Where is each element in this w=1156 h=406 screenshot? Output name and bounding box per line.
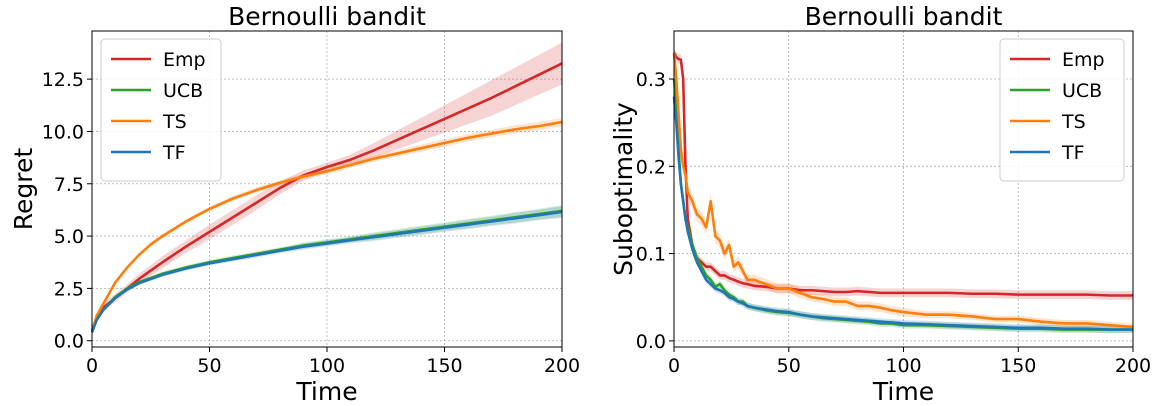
series-line-tf [90,210,563,333]
y-tick-label: 5.0 [54,226,84,248]
series-band-emp [92,42,562,334]
x-tick-label: 200 [544,355,580,377]
chart-title: Bernoulli bandit [228,2,426,31]
legend-label-ucb: UCB [163,80,203,102]
regret-panel: 0 50 100 150 200 0.0 2.5 5.0 7.5 10.0 12.5 Bernoull… [9,2,580,406]
legend-label-ts: TS [1061,111,1086,133]
suboptimality-panel: 0 50 100 150 200 0.0 0.1 0.2 0.3 Bernoulli bandit… [609,2,1151,406]
chart-title: Bernoulli bandit [805,2,1003,31]
y-tick-label: 10.0 [42,121,84,143]
x-tick-label: 150 [1000,355,1036,377]
legend-label-tf: TF [162,142,186,164]
x-tick-label: 50 [777,355,801,377]
series-band-tf [92,206,562,334]
y-axis-label: Suboptimality [609,102,638,276]
series-line-ts [90,120,563,333]
legend-label-emp: Emp [163,49,206,71]
x-tick-label: 0 [86,355,98,377]
y-axis-label: Regret [9,148,38,231]
legend-label-ucb: UCB [1062,80,1102,102]
x-tick-label: 100 [885,355,921,377]
x-tick-label: 100 [309,355,345,377]
x-tick-label: 0 [668,355,680,377]
x-tick-label: 150 [426,355,462,377]
y-tick-label: 7.5 [54,174,84,196]
series-line-ts [672,52,1134,329]
y-tick-label: 0.1 [636,244,666,266]
y-tick-label: 2.5 [54,278,84,300]
legend-box [100,38,222,182]
y-tick-label: 0.3 [636,69,666,91]
y-tick-label: 0.2 [636,156,666,178]
x-tick-label: 50 [197,355,221,377]
series-line-tf [672,96,1133,331]
y-tick-label: 0.0 [54,331,84,353]
x-axis-label: Time [872,377,934,406]
legend-label-ts: TS [162,111,187,133]
x-tick-label: 200 [1115,355,1151,377]
x-axis-label: Time [295,377,357,406]
y-tick-label: 12.5 [42,69,84,91]
y-tick-label: 0.0 [636,331,666,353]
legend-label-emp: Emp [1062,49,1105,71]
legend-label-tf: TF [1061,142,1085,164]
legend-box [999,38,1125,182]
